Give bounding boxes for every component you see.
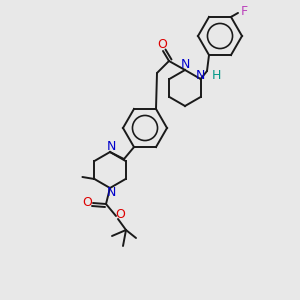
Text: N: N bbox=[196, 69, 205, 82]
Text: O: O bbox=[82, 196, 92, 208]
Text: H: H bbox=[212, 69, 221, 82]
Text: N: N bbox=[106, 140, 116, 154]
Text: O: O bbox=[157, 38, 167, 50]
Text: F: F bbox=[240, 5, 247, 18]
Text: N: N bbox=[180, 58, 190, 71]
Text: N: N bbox=[106, 187, 116, 200]
Text: O: O bbox=[115, 208, 125, 221]
